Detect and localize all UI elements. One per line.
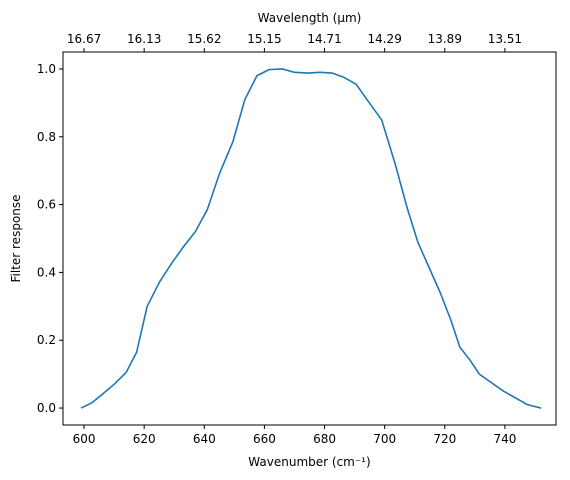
y-tick-label: 0.6 [37, 198, 56, 212]
top-tick-label: 13.89 [428, 32, 462, 46]
bottom-axis-ticks: 600 620 640 660 680 700 720 740 [73, 425, 516, 446]
y-axis-title: Filter response [9, 194, 23, 282]
series-layer [80, 68, 542, 409]
top-tick-label: 16.13 [127, 32, 161, 46]
y-tick-label: 0.4 [37, 265, 56, 279]
x-tick-label: 700 [373, 432, 396, 446]
x-tick-label: 600 [73, 432, 96, 446]
plot-frame [62, 51, 557, 426]
top-tick-label: 15.15 [247, 32, 281, 46]
y-tick-label: 1.0 [37, 62, 56, 76]
x-tick-label: 740 [493, 432, 516, 446]
top-axis-title: Wavelength (μm) [258, 11, 362, 25]
top-axis-ticks: 16.67 16.13 15.62 15.15 14.71 14.29 13.89 13.51 [67, 32, 522, 52]
x-tick-label: 680 [313, 432, 336, 446]
x-tick-label: 640 [193, 432, 216, 446]
top-tick-label: 15.62 [187, 32, 221, 46]
x-tick-label: 720 [433, 432, 456, 446]
top-tick-label: 16.67 [67, 32, 101, 46]
top-tick-label: 14.71 [307, 32, 341, 46]
filter-response-line [80, 68, 542, 409]
left-axis-ticks: 0.0 0.2 0.4 0.6 0.8 1.0 [37, 62, 63, 415]
x-axis-title: Wavenumber (cm⁻¹) [248, 455, 370, 469]
top-tick-label: 13.51 [488, 32, 522, 46]
y-tick-label: 0.0 [37, 401, 56, 415]
y-tick-label: 0.2 [37, 333, 56, 347]
x-tick-label: 660 [253, 432, 276, 446]
top-tick-label: 14.29 [367, 32, 401, 46]
y-tick-label: 0.8 [37, 130, 56, 144]
x-tick-label: 620 [133, 432, 156, 446]
